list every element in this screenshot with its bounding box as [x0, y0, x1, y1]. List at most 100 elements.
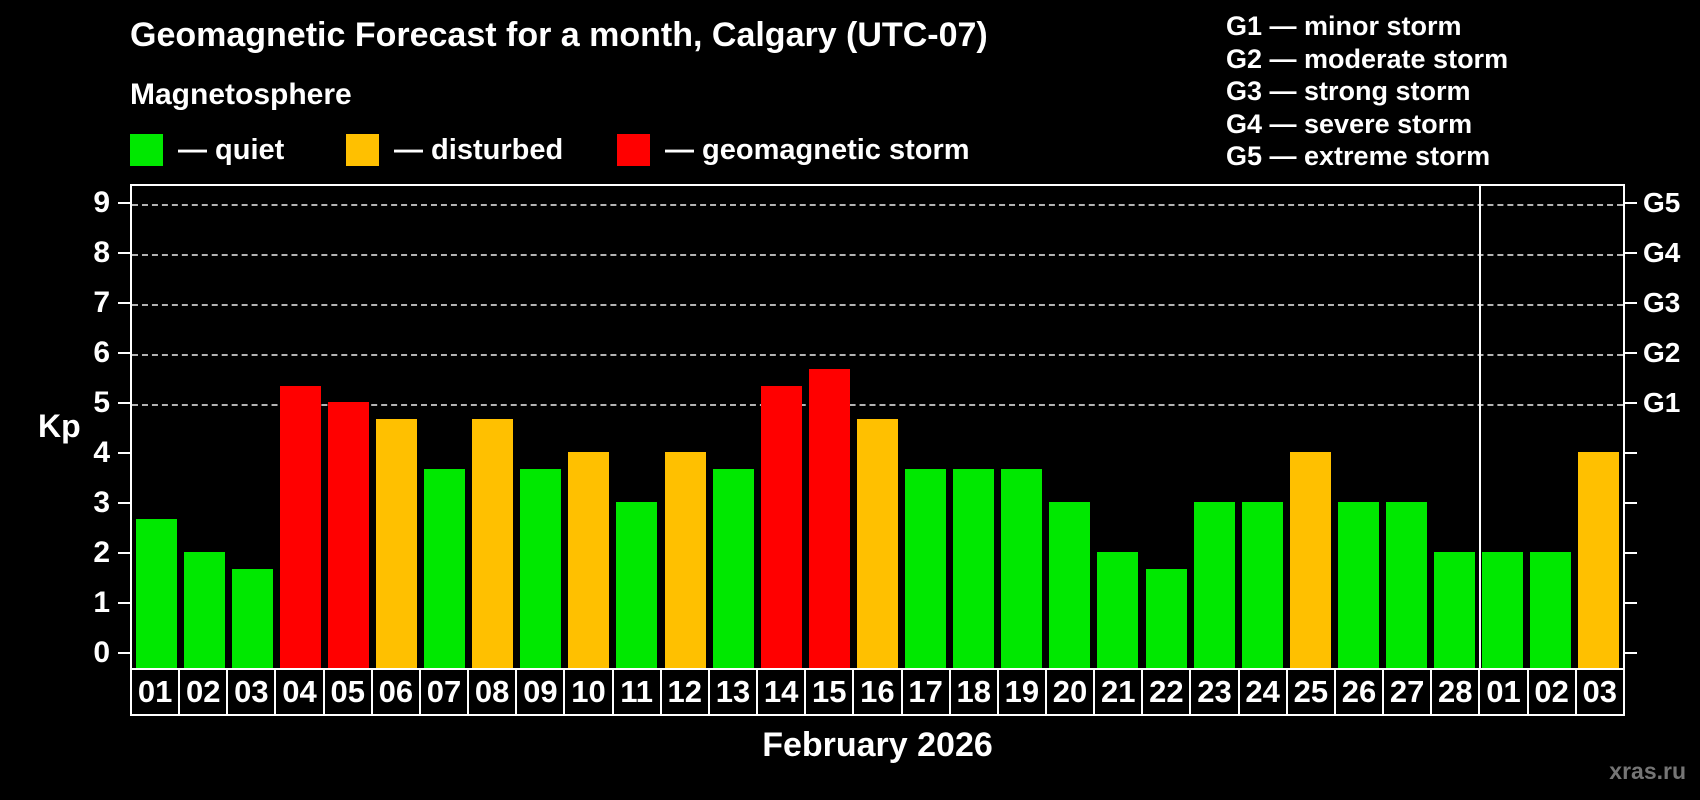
- day-label-01: 01: [130, 668, 181, 716]
- y-axis-tick-left-0: [118, 652, 130, 654]
- kp-bar-day-01: [135, 518, 177, 668]
- legend-item-storm: — geomagnetic storm: [617, 133, 970, 167]
- kp-bar-day-21: [1097, 552, 1139, 668]
- day-label-02: 02: [178, 668, 229, 716]
- day-label-06: 06: [370, 668, 421, 716]
- y-axis-label-0: 0: [93, 636, 110, 669]
- bar-slot: [1479, 186, 1527, 668]
- gridline-kp9: [132, 204, 1623, 206]
- kp-bar-day-22: [1145, 568, 1187, 668]
- y-axis-tick-left-6: [118, 352, 130, 354]
- bar-slot: [998, 186, 1046, 668]
- kp-bar-day-20: [1049, 502, 1091, 668]
- y-axis-tick-right-6: [1625, 352, 1637, 354]
- kp-bar-day-16: [856, 418, 898, 668]
- bar-slot: [709, 186, 757, 668]
- y-axis-label-9: 9: [93, 186, 110, 219]
- bar-slot: [1431, 186, 1479, 668]
- day-label-14: 14: [756, 668, 807, 716]
- right-axis-label-g3: G3: [1643, 287, 1681, 318]
- day-label-26: 26: [1333, 668, 1385, 716]
- kp-bar-day-01-next-month: [1482, 552, 1524, 668]
- bar-slot: [565, 186, 613, 668]
- kp-bar-day-06: [376, 418, 418, 668]
- y-axis-label-8: 8: [93, 236, 110, 269]
- kp-bar-day-09: [520, 468, 562, 668]
- day-label-24: 24: [1237, 668, 1288, 716]
- y-axis-tick-right-8: [1625, 252, 1637, 254]
- kp-bar-day-19: [1001, 468, 1043, 668]
- g-legend-line-g1: G1 — minor storm: [1226, 11, 1462, 41]
- day-label-18: 18: [948, 668, 999, 716]
- day-label-25: 25: [1285, 668, 1336, 716]
- y-axis-tick-left-7: [118, 302, 130, 304]
- x-axis-day-labels: 01 02 03 04 05 06 07 08 09 10 11 12 13 14 15 16 17 18 19 20…: [130, 668, 1625, 716]
- y-axis-title: Kp: [38, 408, 81, 444]
- kp-bar-day-25: [1289, 452, 1331, 668]
- day-label-04: 04: [274, 668, 325, 716]
- gridline-kp6: [132, 354, 1623, 356]
- kp-bar-day-08: [472, 418, 514, 668]
- day-label-22: 22: [1141, 668, 1192, 716]
- y-axis-tick-right-3: [1625, 502, 1637, 504]
- y-axis-tick-left-9: [118, 202, 130, 204]
- y-axis-label-1: 1: [93, 586, 110, 619]
- bar-slot: [1238, 186, 1286, 668]
- right-axis-label-g2: G2: [1643, 337, 1681, 368]
- day-label-09: 09: [515, 668, 566, 716]
- gridline-kp7: [132, 304, 1623, 306]
- day-label-20: 20: [1044, 668, 1096, 716]
- bar-slot: [421, 186, 469, 668]
- bar-slot: [1382, 186, 1430, 668]
- y-axis-tick-right-5: [1625, 402, 1637, 404]
- bar-slot: [324, 186, 372, 668]
- kp-bar-day-23: [1193, 502, 1235, 668]
- bar-slot: [1190, 186, 1238, 668]
- y-axis-label-3: 3: [93, 486, 110, 519]
- watermark: xras.ru: [1609, 758, 1686, 784]
- bar-slot: [132, 186, 180, 668]
- bar-slot: [228, 186, 276, 668]
- day-label-15: 15: [804, 668, 855, 716]
- y-axis-tick-left-2: [118, 552, 130, 554]
- day-label-02-next-month: 02: [1526, 668, 1577, 716]
- right-axis-label-g1: G1: [1643, 387, 1681, 418]
- kp-bar-day-05: [327, 402, 369, 668]
- kp-bar-day-27: [1385, 502, 1427, 668]
- bar-slot: [180, 186, 228, 668]
- kp-bar-day-04: [279, 385, 321, 668]
- y-axis-tick-left-4: [118, 452, 130, 454]
- day-label-03: 03: [226, 668, 277, 716]
- bar-slot: [950, 186, 998, 668]
- legend-storm-label: — geomagnetic storm: [665, 133, 970, 166]
- storm-swatch-icon: [617, 134, 650, 166]
- y-axis-tick-right-0: [1625, 652, 1637, 654]
- y-axis-label-2: 2: [93, 536, 110, 569]
- kp-bar-day-07: [424, 468, 466, 668]
- kp-bar-day-24: [1241, 502, 1283, 668]
- g-legend-line-g4: G4 — severe storm: [1226, 108, 1473, 139]
- bar-slot: [372, 186, 420, 668]
- bar-slot: [1046, 186, 1094, 668]
- bar-slot: [661, 186, 709, 668]
- bar-slot: [1527, 186, 1575, 668]
- kp-bar-day-11: [616, 502, 658, 668]
- y-axis-tick-right-9: [1625, 202, 1637, 204]
- right-axis-label-g5: G5: [1643, 187, 1681, 218]
- legend-quiet-label: — quiet: [178, 133, 285, 166]
- kp-bar-day-17: [905, 468, 947, 668]
- day-label-23: 23: [1189, 668, 1240, 716]
- y-axis-label-4: 4: [93, 436, 110, 469]
- g-legend-line-g3: G3 — strong storm: [1226, 76, 1471, 106]
- kp-bar-day-02: [183, 552, 225, 668]
- disturbed-swatch-icon: [346, 134, 379, 166]
- day-label-28: 28: [1430, 668, 1481, 716]
- bar-slot: [1094, 186, 1142, 668]
- day-label-01-next-month: 01: [1478, 668, 1529, 716]
- bar-slot: [1142, 186, 1190, 668]
- gridline-kp5: [132, 404, 1623, 406]
- day-label-03-next-month: 03: [1574, 668, 1625, 716]
- kp-bar-day-26: [1337, 502, 1379, 668]
- kp-bar-day-12: [664, 452, 706, 668]
